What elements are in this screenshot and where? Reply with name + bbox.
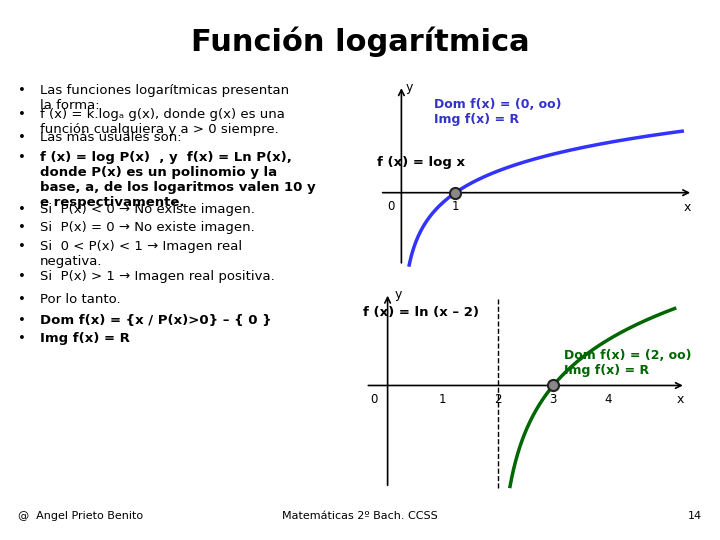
Text: •: • xyxy=(18,151,26,164)
Text: •: • xyxy=(18,131,26,144)
Text: •: • xyxy=(18,293,26,306)
Text: 1: 1 xyxy=(439,394,446,407)
Text: •: • xyxy=(18,108,26,121)
Text: y: y xyxy=(395,288,402,301)
Text: •: • xyxy=(18,314,26,327)
Text: y: y xyxy=(406,82,413,94)
Text: Dom f(x) = (2, oo)
Img f(x) = R: Dom f(x) = (2, oo) Img f(x) = R xyxy=(564,349,692,377)
Text: •: • xyxy=(18,221,26,234)
Text: Matemáticas 2º Bach. CCSS: Matemáticas 2º Bach. CCSS xyxy=(282,511,438,521)
Text: Las más usuales son:: Las más usuales son: xyxy=(40,131,181,144)
Text: 0: 0 xyxy=(370,394,377,407)
Text: 0: 0 xyxy=(387,200,395,213)
Text: •: • xyxy=(18,332,26,345)
Text: •: • xyxy=(18,240,26,253)
Text: •: • xyxy=(18,84,26,97)
Text: Si  0 < P(x) < 1 → Imagen real
negativa.: Si 0 < P(x) < 1 → Imagen real negativa. xyxy=(40,240,242,268)
Text: Dom f(x) = {x / P(x)>0} – { 0 }: Dom f(x) = {x / P(x)>0} – { 0 } xyxy=(40,314,271,327)
Text: Img f(x) = R: Img f(x) = R xyxy=(40,332,130,345)
Text: •: • xyxy=(18,270,26,283)
Text: x: x xyxy=(684,201,691,214)
Text: Función logarítmica: Función logarítmica xyxy=(191,26,529,57)
Text: •: • xyxy=(18,202,26,215)
Text: Las funciones logarítmicas presentan
la forma:: Las funciones logarítmicas presentan la … xyxy=(40,84,289,112)
Text: f (x) = log P(x)  , y  f(x) = Ln P(x),
donde P(x) es un polinomio y la
base, a, : f (x) = log P(x) , y f(x) = Ln P(x), don… xyxy=(40,151,315,209)
Text: 2: 2 xyxy=(494,394,502,407)
Text: Por lo tanto.: Por lo tanto. xyxy=(40,293,120,306)
Text: f (x) = ln (x – 2): f (x) = ln (x – 2) xyxy=(363,306,479,319)
Text: 1: 1 xyxy=(451,200,459,213)
Text: f (x) = k.logₐ g(x), donde g(x) es una
función cualquiera y a > 0 siempre.: f (x) = k.logₐ g(x), donde g(x) es una f… xyxy=(40,108,284,136)
Text: Si  P(x) < 0 → No existe imagen.: Si P(x) < 0 → No existe imagen. xyxy=(40,202,254,215)
Text: 4: 4 xyxy=(605,394,612,407)
Text: Si  P(x) = 0 → No existe imagen.: Si P(x) = 0 → No existe imagen. xyxy=(40,221,254,234)
Text: f (x) = log x: f (x) = log x xyxy=(377,156,465,169)
Text: 3: 3 xyxy=(549,394,557,407)
Text: @  Angel Prieto Benito: @ Angel Prieto Benito xyxy=(18,511,143,521)
Text: x: x xyxy=(677,394,684,407)
Text: Dom f(x) = (0, oo)
Img f(x) = R: Dom f(x) = (0, oo) Img f(x) = R xyxy=(433,98,562,126)
Text: 14: 14 xyxy=(688,511,702,521)
Text: Si  P(x) > 1 → Imagen real positiva.: Si P(x) > 1 → Imagen real positiva. xyxy=(40,270,274,283)
